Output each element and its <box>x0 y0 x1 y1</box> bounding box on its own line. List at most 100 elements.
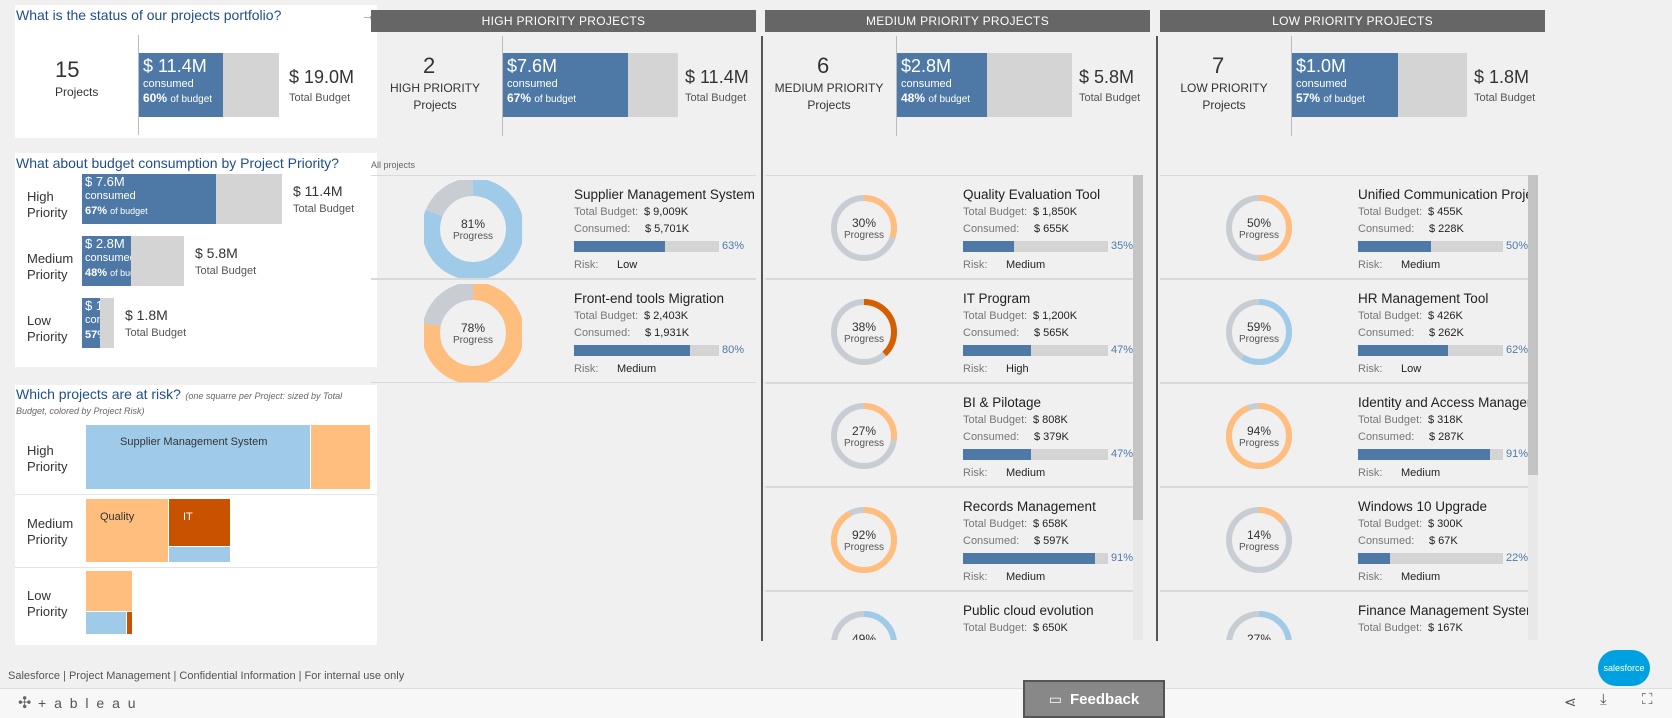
consumed-value: $ 11.4M <box>143 56 207 76</box>
consumed-label: Consumed: <box>1358 223 1415 235</box>
budget-bar-fill <box>963 241 1014 252</box>
progress-donut: 14% Progress <box>1222 503 1296 577</box>
column-consumed-value: $7.6M <box>507 56 558 76</box>
tile-front-end-tools[interactable] <box>311 425 370 489</box>
tile-public-cloud[interactable] <box>169 547 230 562</box>
progress-ring-fill <box>831 195 897 261</box>
scrollbar-thumb[interactable] <box>1133 175 1143 520</box>
progress-ring-fill <box>1226 611 1292 640</box>
priority-total-label: Total Budget <box>293 203 355 215</box>
column-consumed-pct: 67% <box>507 91 532 105</box>
consumed-label: Consumed: <box>963 327 1020 339</box>
project-card[interactable]: 30% Progress Quality Evaluation Tool Tota… <box>765 175 1133 279</box>
tile-quality[interactable]: Quality <box>86 499 168 562</box>
consumed-value: $ 597K <box>1034 535 1069 547</box>
share-icon[interactable]: ⋖ <box>1564 694 1577 711</box>
tile-it-program[interactable]: IT <box>169 499 230 546</box>
project-name: Unified Communication Project <box>1358 187 1528 202</box>
budget-pct: 80% <box>722 344 745 356</box>
feedback-label: Feedback <box>1070 690 1140 708</box>
project-name: Identity and Access Managemer <box>1358 395 1528 410</box>
tableau-logo-text[interactable]: + a b l e a u <box>38 695 138 711</box>
column-header: LOW PRIORITY PROJECTS <box>1160 10 1545 32</box>
divider <box>1291 36 1292 136</box>
priority-consumed-pct: 57% <box>85 329 100 341</box>
project-card[interactable]: 27%Progress Finance Management System To… <box>1160 591 1528 640</box>
project-card[interactable]: 27% Progress BI & Pilotage Total Budget: … <box>765 383 1133 487</box>
total-budget-value: $ 167K <box>1428 622 1463 634</box>
budget-bar <box>1358 553 1503 564</box>
priority-consumed-pct: 67% <box>85 205 108 217</box>
progress-ring-fill <box>1226 403 1292 469</box>
column-total-label: Total Budget <box>1474 92 1536 104</box>
project-card[interactable]: 50% Progress Unified Communication Projec… <box>1160 175 1528 279</box>
progress-donut: 27%Progress <box>1222 607 1296 640</box>
progress-donut: 94% Progress <box>1222 399 1296 473</box>
project-card[interactable]: 38% Progress IT Program Total Budget: $ 1… <box>765 279 1133 383</box>
tile-supplier-management[interactable]: Supplier Management System <box>86 425 310 489</box>
consumed-label: Consumed: <box>963 431 1020 443</box>
consumed-value: $ 655K <box>1034 223 1069 235</box>
project-card[interactable]: 49%Progress Public cloud evolution Total… <box>765 591 1133 640</box>
consumed-label: Consumed: <box>1358 327 1415 339</box>
column-header: HIGH PRIORITY PROJECTS <box>371 10 756 32</box>
project-name: Supplier Management System <box>574 187 755 202</box>
progress-donut: 59% Progress <box>1222 295 1296 369</box>
risk-value: Medium <box>1006 259 1046 271</box>
scrollbar-thumb[interactable] <box>1528 175 1538 475</box>
budget-bar <box>963 345 1108 356</box>
total-budget-label: Total Budget: <box>1358 622 1423 634</box>
risk-value: Medium <box>1006 571 1046 583</box>
consumed-label: Consumed: <box>574 327 631 339</box>
progress-pct: 59% <box>1246 319 1272 334</box>
tile-unified-communication[interactable] <box>86 571 132 611</box>
total-budget-label: Total Budget: <box>1358 518 1423 530</box>
consumed-value: $ 228K <box>1429 223 1464 235</box>
total-budget-label: Total Budget: <box>574 206 639 218</box>
project-card[interactable]: 59% Progress HR Management Tool Total Bud… <box>1160 279 1528 383</box>
tile-label: Quality <box>100 511 135 523</box>
total-budget-value: $ 1,200K <box>1033 310 1078 322</box>
consumed-label: Consumed: <box>963 223 1020 235</box>
salesforce-logo[interactable]: salesforce <box>1598 650 1650 686</box>
consumed-label: consumed <box>143 78 194 90</box>
priority-count-label: MEDIUM PRIORITY Projects <box>774 81 884 112</box>
progress-label: Progress <box>1238 229 1279 241</box>
tile-small-high-risk[interactable] <box>127 612 132 634</box>
column-separator <box>761 36 763 641</box>
budget-bar <box>963 449 1108 460</box>
risk-value: Medium <box>1401 571 1441 583</box>
tableau-logo-icon[interactable]: ✣ <box>18 695 32 712</box>
progress-donut: 30% Progress <box>827 191 901 265</box>
risk-value: Medium <box>1006 467 1046 479</box>
priority-total-value: $ 1.8M <box>125 307 168 323</box>
priority-count: 6 <box>817 53 830 78</box>
project-card[interactable]: 78% Progress Front-end tools Migration To… <box>371 279 756 383</box>
consumed-value: $ 1,931K <box>645 327 690 339</box>
feedback-button[interactable]: ▭ Feedback <box>1023 680 1165 718</box>
fullscreen-icon[interactable]: ⛶ <box>1642 691 1653 708</box>
risk-label: Risk: <box>963 363 988 375</box>
progress-pct: 30% <box>851 215 877 230</box>
progress-donut: 50% Progress <box>1222 191 1296 265</box>
progress-donut: 92% Progress <box>827 503 901 577</box>
priority-consumed-label: consumed <box>85 252 131 264</box>
priority-budget-panel: What about budget consumption by Project… <box>15 153 377 367</box>
total-budget-value: $ 426K <box>1428 310 1463 322</box>
project-card[interactable]: 14% Progress Windows 10 Upgrade Total Bud… <box>1160 487 1528 591</box>
project-card[interactable]: 81% Progress Supplier Management System T… <box>371 175 756 279</box>
download-icon[interactable]: ⤓ <box>1600 691 1607 708</box>
tile-hr-management[interactable] <box>86 612 126 634</box>
progress-pct: 27% <box>851 423 877 438</box>
risk-label: Risk: <box>963 571 988 583</box>
consumed-value: $ 287K <box>1429 431 1464 443</box>
risk-label: Risk: <box>963 259 988 271</box>
budget-bar-fill <box>963 345 1031 356</box>
project-name: IT Program <box>963 291 1031 306</box>
project-card[interactable]: 94%Progress Identity and Access Manageme… <box>1160 383 1528 487</box>
priority-count: 2 <box>423 53 436 78</box>
risk-value: Medium <box>1401 259 1441 271</box>
pct-suffix: of budget <box>170 94 213 105</box>
project-card[interactable]: 92% Progress Records Management Total Bud… <box>765 487 1133 591</box>
consumed-value: $ 565K <box>1034 327 1069 339</box>
